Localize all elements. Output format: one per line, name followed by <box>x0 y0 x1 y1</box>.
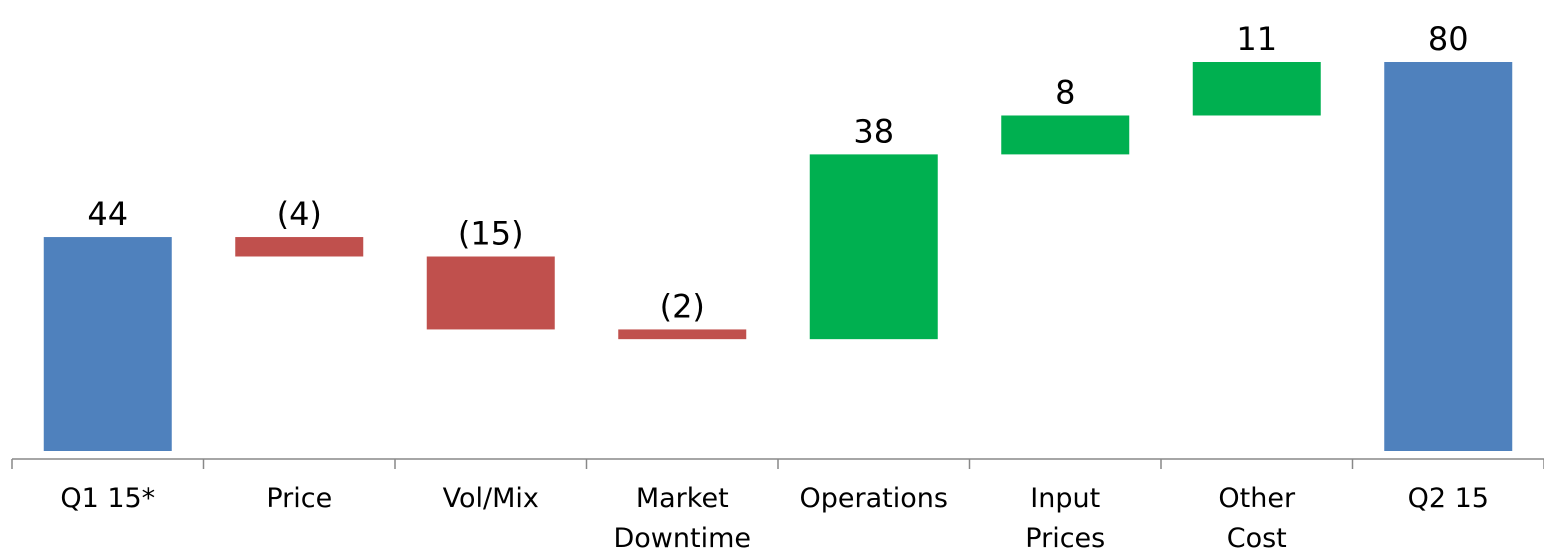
value-label: 38 <box>853 112 894 150</box>
value-label: (2) <box>660 287 705 325</box>
x-tick-label: Downtime <box>613 523 751 551</box>
bar <box>235 237 364 257</box>
value-label: 44 <box>87 195 128 233</box>
x-tick-label: Cost <box>1227 523 1287 551</box>
x-tick-label: Q1 15* <box>60 483 155 514</box>
value-label: 80 <box>1428 20 1469 58</box>
bar <box>809 154 938 340</box>
value-label: 11 <box>1236 20 1277 58</box>
value-label: (4) <box>277 195 322 233</box>
bar <box>1192 62 1321 116</box>
x-tick-label: Market <box>636 483 729 514</box>
x-tick-label: Vol/Mix <box>443 483 539 514</box>
bar <box>618 329 747 340</box>
value-label: 8 <box>1055 73 1075 111</box>
x-tick-label: Q2 15 <box>1408 483 1489 514</box>
bar <box>1001 115 1130 155</box>
x-tick-label: Prices <box>1025 523 1105 551</box>
x-tick-label: Input <box>1030 483 1100 514</box>
x-tick-label: Operations <box>800 483 948 514</box>
x-tick-label: Other <box>1218 483 1296 514</box>
x-tick-label: Price <box>266 483 332 514</box>
bar <box>1384 62 1513 451</box>
bar <box>426 256 555 330</box>
value-label: (15) <box>458 215 524 253</box>
bar <box>43 237 172 451</box>
